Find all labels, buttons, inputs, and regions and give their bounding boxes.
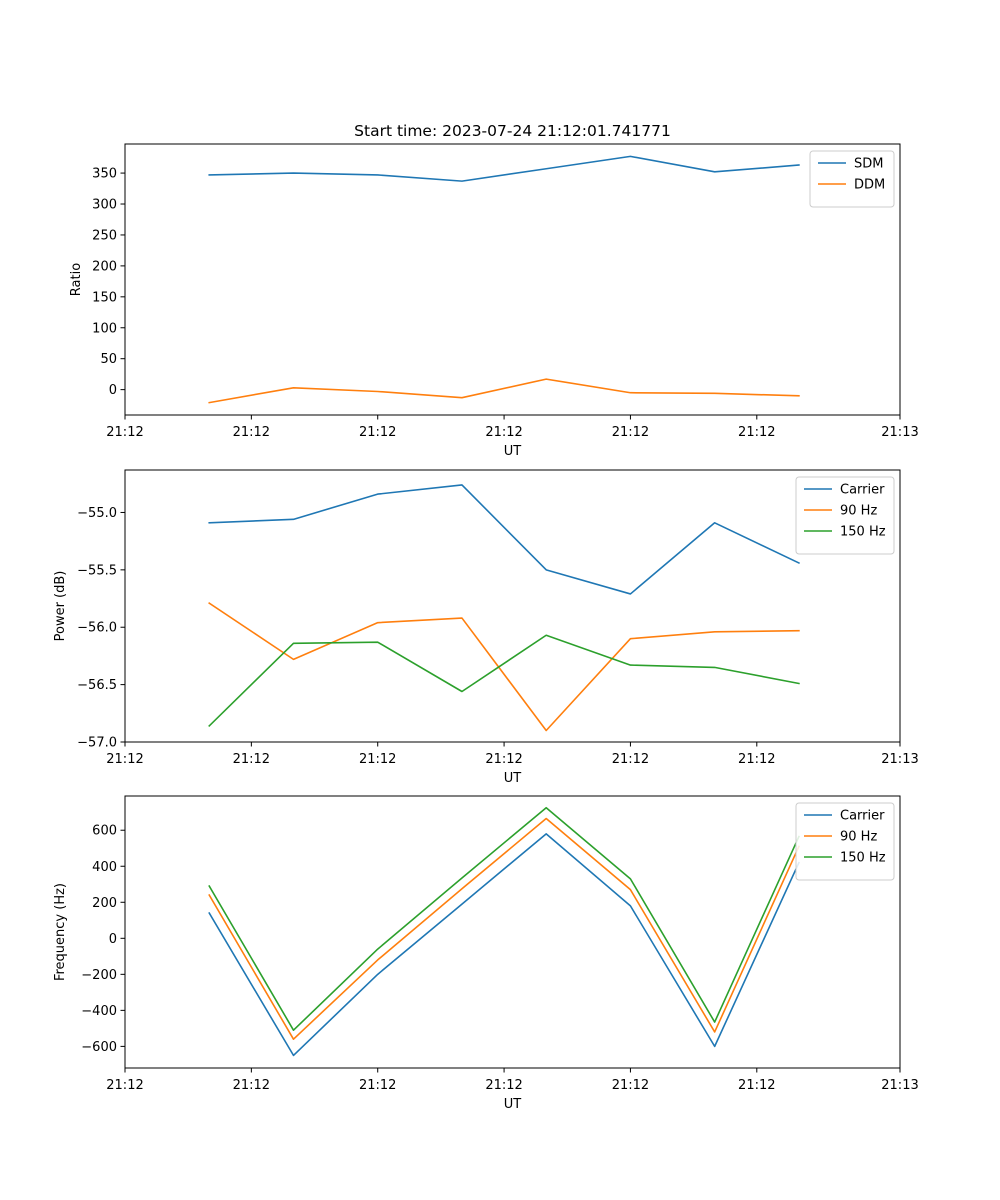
x-tick-label: 21:13 — [881, 752, 918, 767]
y-tick-label: 600 — [92, 824, 117, 839]
legend-entry-label: Carrier — [840, 483, 885, 498]
series-line-150-hz — [208, 806, 800, 1031]
series-line-90-hz — [208, 817, 800, 1040]
x-tick-label: 21:12 — [106, 425, 143, 440]
x-tick-label: 21:12 — [738, 425, 775, 440]
y-tick-label: 200 — [92, 896, 117, 911]
y-tick-label: −56.5 — [77, 678, 117, 693]
legend: SDM DDM — [809, 150, 895, 208]
x-tick-label: 21:12 — [738, 1078, 775, 1093]
legend-entry-label: 90 Hz — [840, 504, 877, 519]
y-tick-label: 50 — [100, 352, 117, 367]
legend-entry-label: SDM — [854, 157, 883, 172]
legend-entry-label: 150 Hz — [840, 525, 886, 540]
x-tick-label: 21:12 — [233, 1078, 270, 1093]
y-tick-label: 200 — [92, 259, 117, 274]
x-tick-label: 21:13 — [881, 1078, 918, 1093]
x-tick-label: 21:12 — [612, 1078, 649, 1093]
axes-frame — [124, 469, 901, 743]
y-tick-label: −400 — [81, 1004, 117, 1019]
x-tick-label: 21:12 — [233, 425, 270, 440]
legend-box — [795, 802, 895, 881]
x-tick-label: 21:12 — [485, 752, 522, 767]
axes-frame — [124, 795, 901, 1069]
series-line-carrier — [208, 484, 800, 595]
x-tick-label: 21:12 — [485, 1078, 522, 1093]
y-axis-label: Frequency (Hz) — [53, 883, 68, 981]
y-tick-label: 0 — [109, 383, 117, 398]
y-tick-label: 0 — [109, 932, 117, 947]
chart-panel-3: 21:12 21:12 21:12 21:12 21:12 21:12 21:13 −600 −… — [53, 795, 919, 1112]
y-tick-label: 150 — [92, 290, 117, 305]
series-line-ddm — [208, 378, 800, 404]
y-tick-label: 250 — [92, 228, 117, 243]
x-tick-label: 21:12 — [233, 752, 270, 767]
chart-panel-1: 21:12 21:12 21:12 21:12 21:12 21:12 21:13 0 50 10… — [69, 122, 919, 459]
legend-entry-label: Carrier — [840, 809, 885, 824]
y-tick-label: −55.5 — [77, 563, 117, 578]
panels: 21:12 21:12 21:12 21:12 21:12 21:12 21:13 0 50 10… — [53, 122, 919, 1112]
legend: Carrier 90 Hz 150 Hz — [795, 802, 895, 881]
y-tick-label: −600 — [81, 1040, 117, 1055]
x-tick-label: 21:12 — [485, 425, 522, 440]
x-tick-label: 21:12 — [359, 752, 396, 767]
y-tick-label: −57.0 — [77, 736, 117, 751]
series-line-sdm — [208, 155, 800, 182]
y-tick-label: −200 — [81, 968, 117, 983]
y-tick-label: −55.0 — [77, 506, 117, 521]
x-tick-label: 21:13 — [881, 425, 918, 440]
x-tick-label: 21:12 — [359, 1078, 396, 1093]
legend-entry-label: 150 Hz — [840, 851, 886, 866]
chart-panel-2: 21:12 21:12 21:12 21:12 21:12 21:12 21:13 −57.0… — [53, 469, 919, 786]
axes-frame — [124, 143, 901, 416]
x-axis-label: UT — [504, 1097, 522, 1112]
y-tick-label: 400 — [92, 860, 117, 875]
x-tick-label: 21:12 — [612, 425, 649, 440]
legend-entry-label: DDM — [854, 178, 885, 193]
x-tick-label: 21:12 — [612, 752, 649, 767]
y-tick-label: −56.0 — [77, 621, 117, 636]
legend-box — [795, 476, 895, 555]
x-tick-label: 21:12 — [359, 425, 396, 440]
series-line-150-hz — [208, 634, 800, 728]
x-tick-label: 21:12 — [106, 752, 143, 767]
chart-title: Start time: 2023-07-24 21:12:01.741771 — [354, 122, 671, 140]
x-tick-label: 21:12 — [738, 752, 775, 767]
x-axis-label: UT — [504, 444, 522, 459]
y-tick-label: 300 — [92, 198, 117, 213]
y-axis-label: Ratio — [69, 263, 84, 296]
series-line-90-hz — [208, 602, 800, 732]
y-tick-label: 350 — [92, 167, 117, 182]
x-axis-label: UT — [504, 771, 522, 786]
legend: Carrier 90 Hz 150 Hz — [795, 476, 895, 555]
series-line-carrier — [208, 833, 800, 1057]
legend-entry-label: 90 Hz — [840, 830, 877, 845]
y-axis-label: Power (dB) — [53, 571, 68, 642]
legend-box — [809, 150, 895, 208]
x-tick-label: 21:12 — [106, 1078, 143, 1093]
y-tick-label: 100 — [92, 321, 117, 336]
